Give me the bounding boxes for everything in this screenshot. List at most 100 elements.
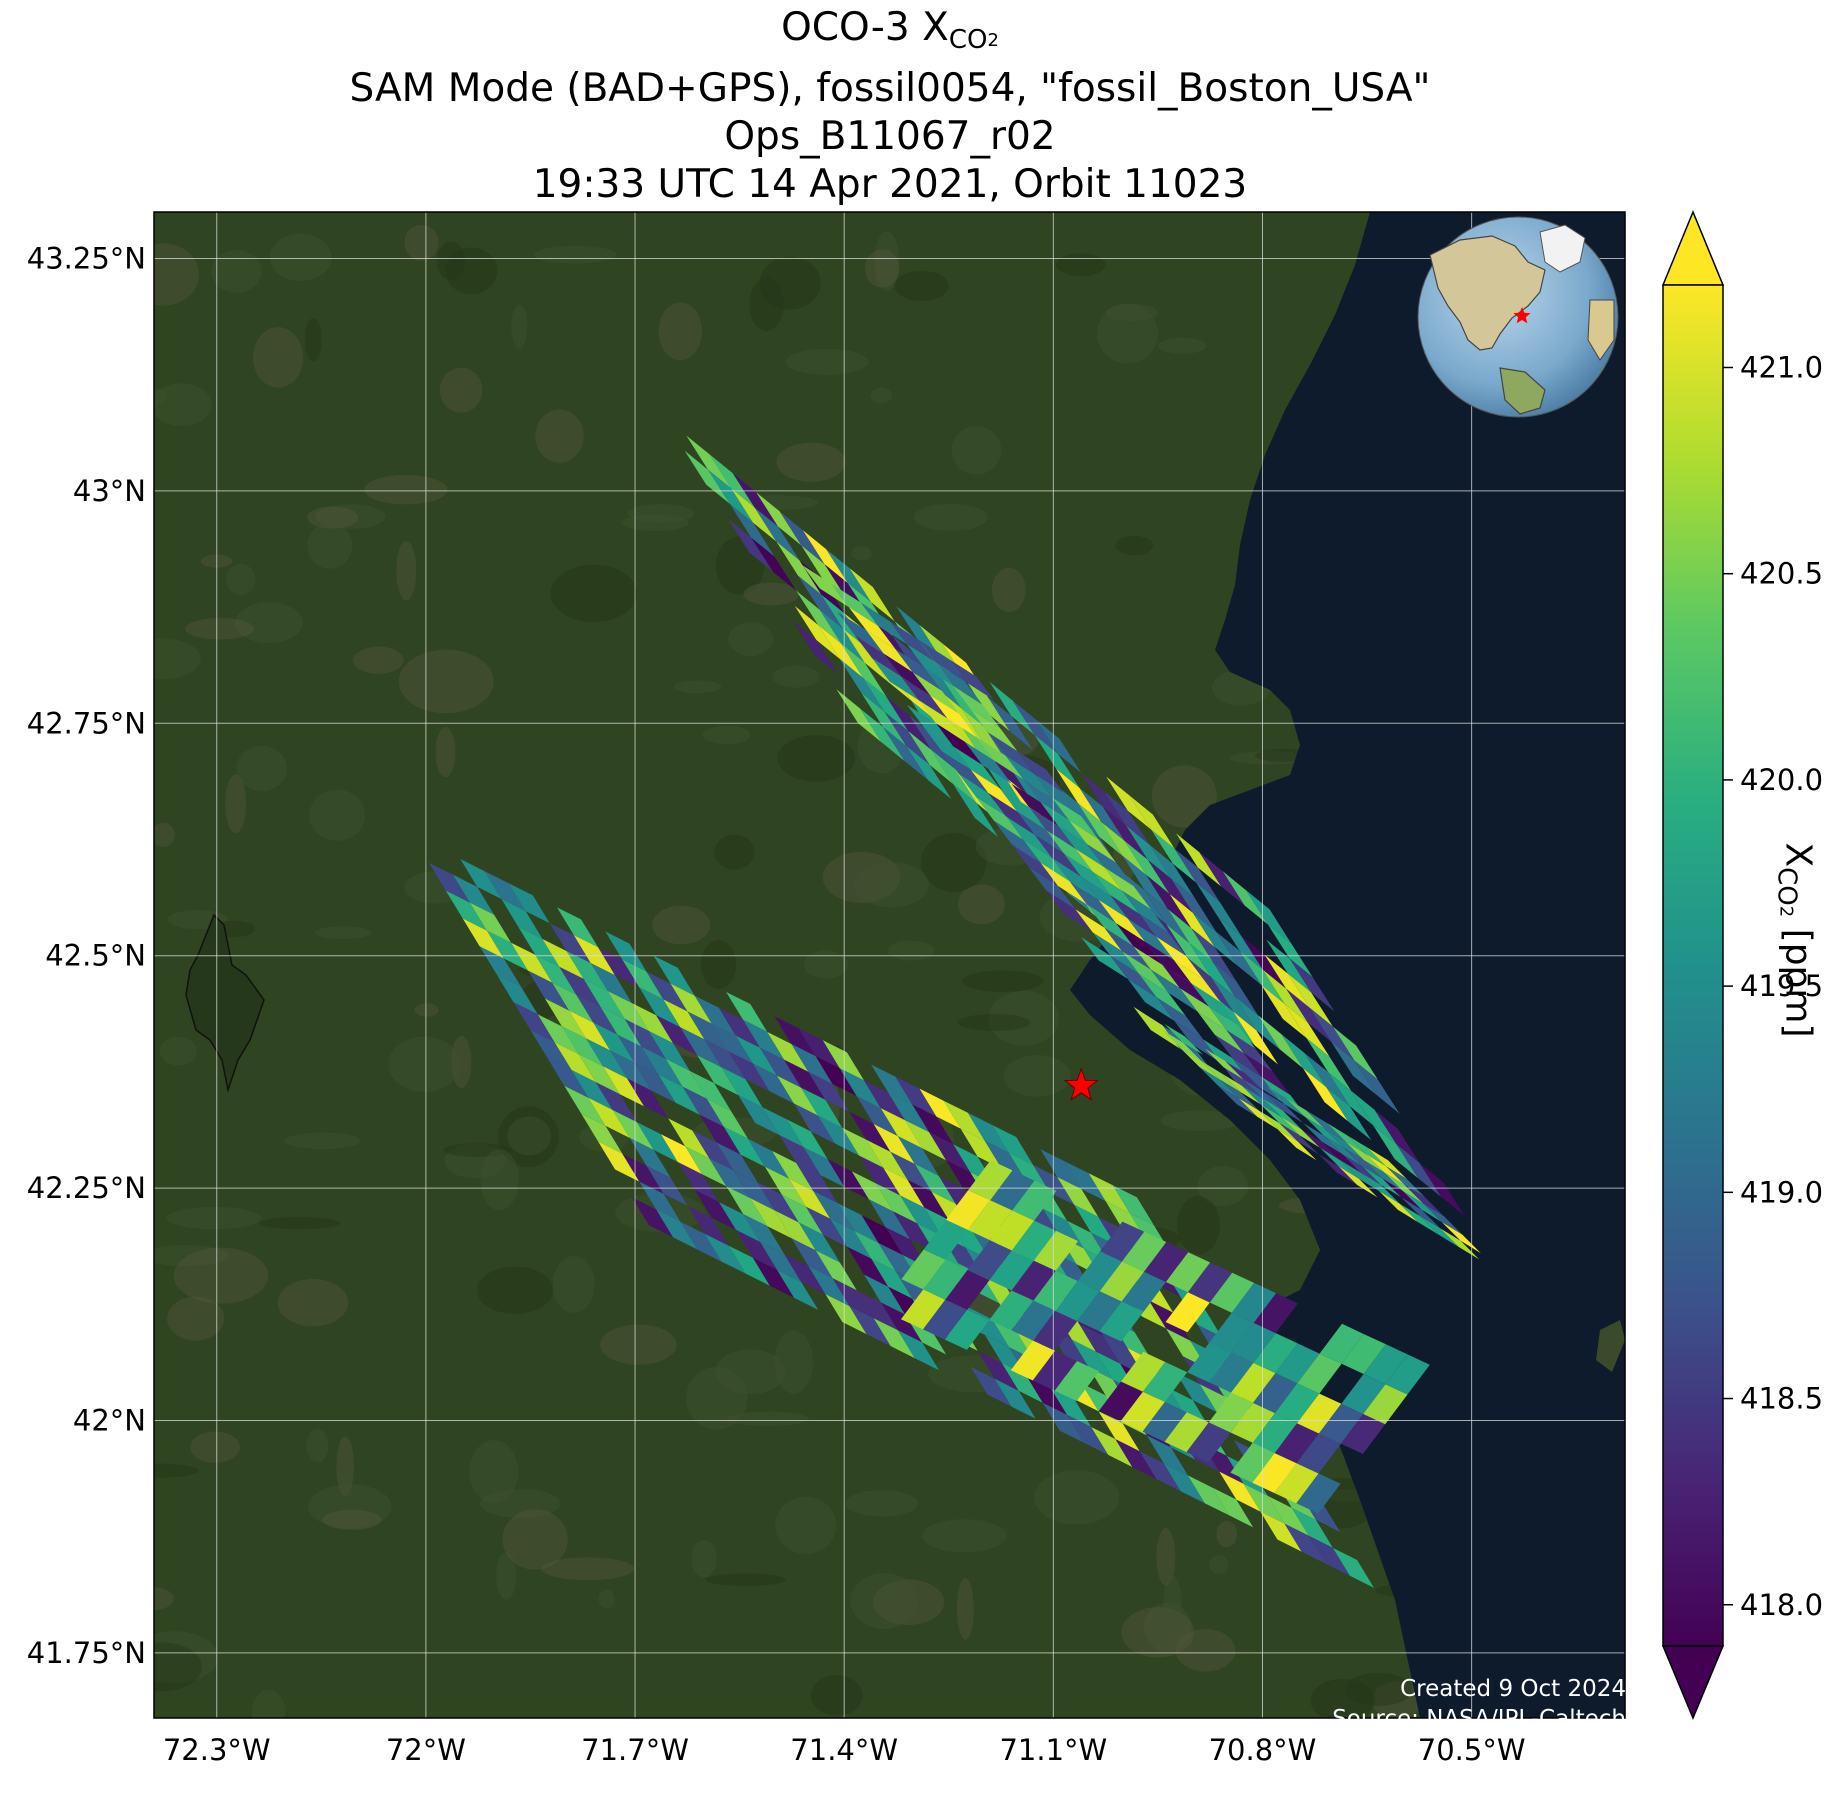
sounding-cell: [554, 1042, 596, 1083]
land-patch: [957, 1013, 1031, 1031]
land-patch: [307, 506, 359, 529]
land-patch: [1121, 1607, 1194, 1658]
land-patch: [874, 231, 900, 292]
sounding-cell: [1297, 1393, 1342, 1434]
sounding-cell: [680, 1027, 722, 1068]
sounding-cell: [1056, 768, 1102, 822]
sounding-cell: [1180, 988, 1227, 1031]
sounding-cell: [1326, 1087, 1372, 1141]
sounding-cell: [861, 1215, 903, 1255]
land-patch: [398, 649, 494, 714]
land-patch: [1156, 1527, 1176, 1586]
land-patch: [1055, 253, 1106, 277]
sounding-cell: [1303, 1068, 1348, 1122]
land-patch: [956, 1578, 974, 1640]
sounding-cell: [1052, 858, 1099, 900]
land-patch: [314, 926, 372, 939]
sounding-cell: [1362, 1166, 1402, 1198]
sounding-cell: [1171, 878, 1217, 932]
sounding-cell: [868, 1199, 910, 1240]
sounding-cell: [1099, 1261, 1144, 1302]
sounding-cell: [798, 575, 843, 629]
sounding-cell: [462, 918, 504, 959]
sounding-cell: [864, 1274, 906, 1315]
sounding-cell: [1077, 1291, 1122, 1332]
sounding-cell: [1213, 962, 1258, 1016]
sounding-cell: [595, 1082, 637, 1123]
sounding-cell: [1220, 1062, 1268, 1105]
sounding-cell: [1164, 1023, 1204, 1055]
lon-tick-label: 70.8°W: [1209, 1733, 1317, 1767]
land-patch: [674, 680, 722, 694]
star-icon: [1063, 1067, 1099, 1101]
sounding-cell: [513, 1002, 555, 1043]
sounding-cell: [989, 1210, 1035, 1251]
sounding-cell: [1267, 924, 1313, 978]
sounding-cell: [646, 971, 688, 1012]
sounding-cell: [1274, 1423, 1319, 1464]
sounding-cell: [1328, 1072, 1373, 1126]
sounding-cell: [1304, 1116, 1344, 1148]
sounding-cell: [1233, 1011, 1278, 1065]
sounding-cell: [1167, 909, 1213, 963]
sounding-cell: [1192, 912, 1238, 966]
lat-tick-label: 43°N: [73, 474, 146, 508]
sounding-cell: [1057, 1177, 1099, 1217]
sounding-cell: [1127, 978, 1175, 1021]
sounding-cell: [1139, 913, 1186, 956]
sounding-cell: [1176, 833, 1222, 887]
sounding-cell: [931, 749, 977, 803]
sounding-cell: [848, 607, 896, 649]
sounding-cell: [1187, 1342, 1232, 1383]
land-patch: [304, 318, 322, 362]
land-patch: [873, 1579, 945, 1626]
sounding-cell: [1156, 997, 1204, 1040]
sounding-cell: [1261, 984, 1307, 1038]
sounding-cell: [1010, 1340, 1056, 1381]
sounding-cell: [1284, 1003, 1330, 1057]
sounding-cell: [1332, 1547, 1374, 1588]
land-patch: [284, 1132, 361, 1150]
sounding-cell: [1222, 871, 1268, 925]
credit-source: Source: NASA/JPL-Caltech: [1332, 1706, 1626, 1732]
sounding-cell: [960, 1128, 1002, 1169]
sounding-cell: [598, 947, 640, 988]
land-patch: [154, 1642, 202, 1692]
sounding-cell: [1297, 1353, 1342, 1394]
sounding-cell: [836, 689, 882, 743]
sounding-cell: [967, 1112, 1009, 1153]
land-patch: [775, 1496, 837, 1555]
sounding-cell: [646, 1165, 688, 1206]
sounding-cell: [819, 609, 865, 663]
sounding-cell: [826, 549, 872, 603]
land-patch: [480, 1149, 519, 1211]
land-patch: [686, 1366, 748, 1430]
colorbar-extend-max: [1661, 210, 1725, 286]
land-patch: [627, 504, 695, 523]
sounding-cell: [988, 732, 1035, 775]
land-patch: [541, 1557, 635, 1581]
sounding-cell: [1286, 1098, 1326, 1130]
sounding-cell: [684, 450, 730, 504]
sounding-cell: [1332, 1026, 1378, 1080]
sounding-cell: [687, 1205, 729, 1246]
sounding-cell: [1342, 1154, 1381, 1185]
sounding-cell: [661, 1134, 703, 1175]
sounding-cell: [528, 970, 570, 1011]
sounding-cell: [718, 1007, 760, 1048]
sounding-cell: [1069, 820, 1117, 863]
sounding-cell: [776, 1075, 818, 1116]
land-patch: [308, 1484, 392, 1529]
sounding-cell: [1242, 1085, 1282, 1117]
land-patch: [1096, 303, 1159, 364]
sounding-cell: [732, 473, 778, 527]
sounding-cell: [854, 635, 902, 677]
sounding-cell: [895, 648, 942, 691]
sounding-cell: [748, 1138, 790, 1179]
land-patch: [774, 1330, 814, 1394]
sounding-cell: [784, 1254, 826, 1295]
sounding-cell: [1102, 806, 1148, 860]
sounding-cell: [1274, 1463, 1319, 1504]
sounding-cell: [1098, 1411, 1140, 1452]
sounding-cell: [961, 708, 1007, 762]
